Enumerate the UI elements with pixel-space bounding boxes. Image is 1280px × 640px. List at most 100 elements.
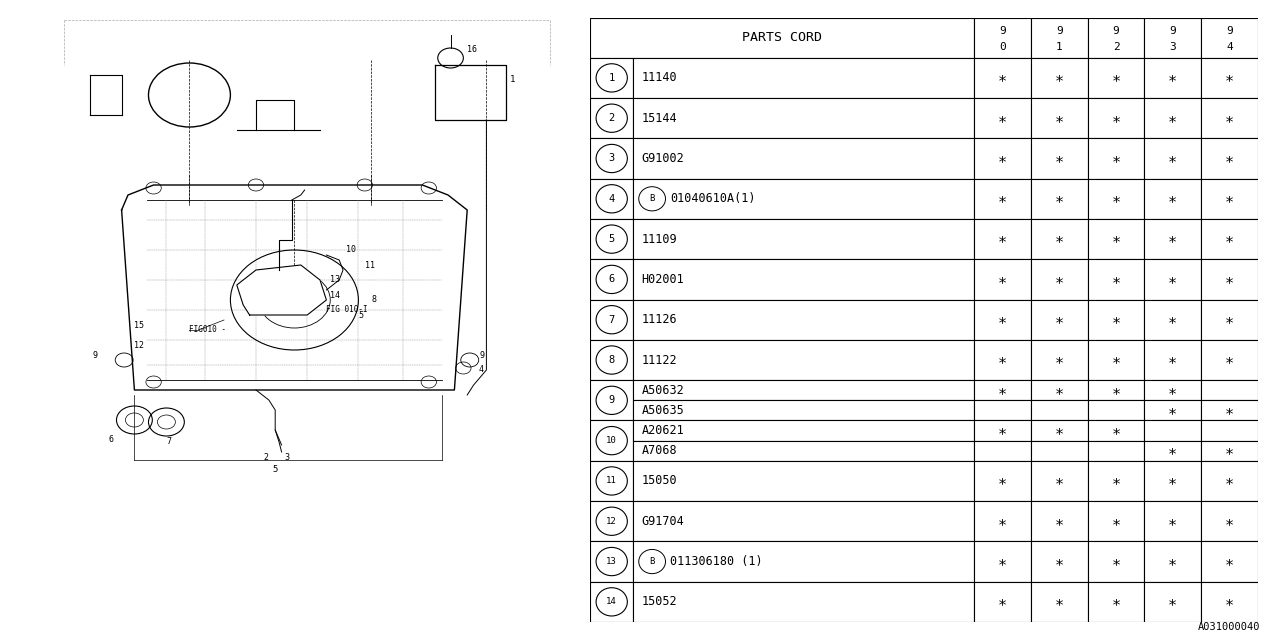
Text: 3: 3: [1170, 42, 1176, 52]
Bar: [1201, 98, 1258, 138]
Text: ∗: ∗: [1169, 403, 1178, 418]
Bar: [974, 401, 1030, 420]
Text: ∗: ∗: [1169, 383, 1178, 397]
Bar: [634, 219, 974, 259]
Text: ∗: ∗: [998, 70, 1007, 85]
Text: 11: 11: [365, 260, 375, 269]
Text: 5: 5: [608, 234, 614, 244]
Bar: [634, 420, 974, 440]
Text: FIG 010-I: FIG 010-I: [326, 305, 369, 314]
Text: 6: 6: [109, 435, 114, 445]
Text: A50632: A50632: [641, 384, 685, 397]
Bar: [590, 219, 634, 259]
Text: ∗: ∗: [1055, 474, 1064, 488]
Bar: [590, 138, 634, 179]
Text: 10: 10: [607, 436, 617, 445]
Bar: [1088, 582, 1144, 622]
Text: A20621: A20621: [641, 424, 685, 437]
Bar: [1144, 58, 1201, 98]
Text: 9: 9: [1112, 26, 1120, 36]
Bar: [1144, 300, 1201, 340]
Text: ∗: ∗: [1111, 70, 1120, 85]
Bar: [1030, 179, 1088, 219]
Bar: [634, 380, 974, 401]
Text: A50635: A50635: [641, 404, 685, 417]
Text: ∗: ∗: [1111, 353, 1120, 367]
Text: ∗: ∗: [1055, 423, 1064, 438]
Text: 14: 14: [330, 291, 340, 300]
Text: ∗: ∗: [1225, 474, 1234, 488]
Text: ∗: ∗: [1169, 312, 1178, 327]
Text: ∗: ∗: [1055, 383, 1064, 397]
Bar: [1201, 541, 1258, 582]
Text: ∗: ∗: [1055, 111, 1064, 125]
Bar: [1088, 461, 1144, 501]
Text: 1: 1: [509, 76, 515, 84]
Bar: [1144, 420, 1201, 440]
Text: H02001: H02001: [641, 273, 685, 286]
Bar: [1088, 98, 1144, 138]
Text: 9: 9: [480, 351, 485, 360]
Bar: [634, 300, 974, 340]
Bar: [1201, 340, 1258, 380]
Text: FIG010 -: FIG010 -: [189, 326, 227, 335]
Text: ∗: ∗: [1169, 272, 1178, 287]
Bar: [1201, 58, 1258, 98]
Text: PARTS CORD: PARTS CORD: [742, 31, 822, 44]
Text: A7068: A7068: [641, 444, 677, 457]
Bar: [1088, 501, 1144, 541]
Text: ∗: ∗: [1055, 353, 1064, 367]
Text: ∗: ∗: [1111, 595, 1120, 609]
Text: 15050: 15050: [641, 474, 677, 488]
Text: 2: 2: [608, 113, 614, 123]
Bar: [1088, 380, 1144, 401]
Bar: [1144, 380, 1201, 401]
Bar: [1030, 582, 1088, 622]
Text: 4: 4: [608, 194, 614, 204]
Text: 1: 1: [1056, 42, 1062, 52]
Text: 9: 9: [92, 351, 97, 360]
Bar: [590, 420, 634, 461]
Text: ∗: ∗: [1055, 151, 1064, 166]
Bar: [1144, 340, 1201, 380]
Text: ∗: ∗: [1055, 70, 1064, 85]
Bar: [1088, 401, 1144, 420]
Text: ∗: ∗: [1111, 383, 1120, 397]
Bar: [634, 440, 974, 461]
Text: ∗: ∗: [1225, 312, 1234, 327]
Text: ∗: ∗: [1055, 514, 1064, 529]
Text: ∗: ∗: [1225, 151, 1234, 166]
Bar: [1201, 440, 1258, 461]
Text: ∗: ∗: [1169, 111, 1178, 125]
Polygon shape: [237, 265, 326, 315]
Text: ∗: ∗: [1225, 232, 1234, 246]
Text: ∗: ∗: [1111, 514, 1120, 529]
Text: ∗: ∗: [998, 423, 1007, 438]
Bar: [1030, 340, 1088, 380]
Text: A031000040: A031000040: [1198, 622, 1261, 632]
Bar: [634, 138, 974, 179]
Text: ∗: ∗: [1111, 191, 1120, 206]
Bar: [1088, 541, 1144, 582]
Bar: [1088, 138, 1144, 179]
Bar: [1030, 501, 1088, 541]
Text: ∗: ∗: [1055, 232, 1064, 246]
Text: ∗: ∗: [998, 474, 1007, 488]
Text: ∗: ∗: [1111, 232, 1120, 246]
Bar: [1088, 300, 1144, 340]
Text: ∗: ∗: [1169, 151, 1178, 166]
Text: ∗: ∗: [998, 232, 1007, 246]
Text: 8: 8: [371, 296, 376, 305]
Bar: [974, 380, 1030, 401]
Text: ∗: ∗: [998, 191, 1007, 206]
Text: 4: 4: [1226, 42, 1233, 52]
Bar: [974, 259, 1030, 300]
Text: ∗: ∗: [1111, 554, 1120, 569]
Text: ∗: ∗: [1111, 111, 1120, 125]
Bar: [974, 420, 1030, 440]
Text: 16: 16: [467, 45, 477, 54]
Text: 12: 12: [134, 340, 145, 349]
Text: ∗: ∗: [1169, 232, 1178, 246]
Bar: [1201, 420, 1258, 440]
Bar: [974, 541, 1030, 582]
